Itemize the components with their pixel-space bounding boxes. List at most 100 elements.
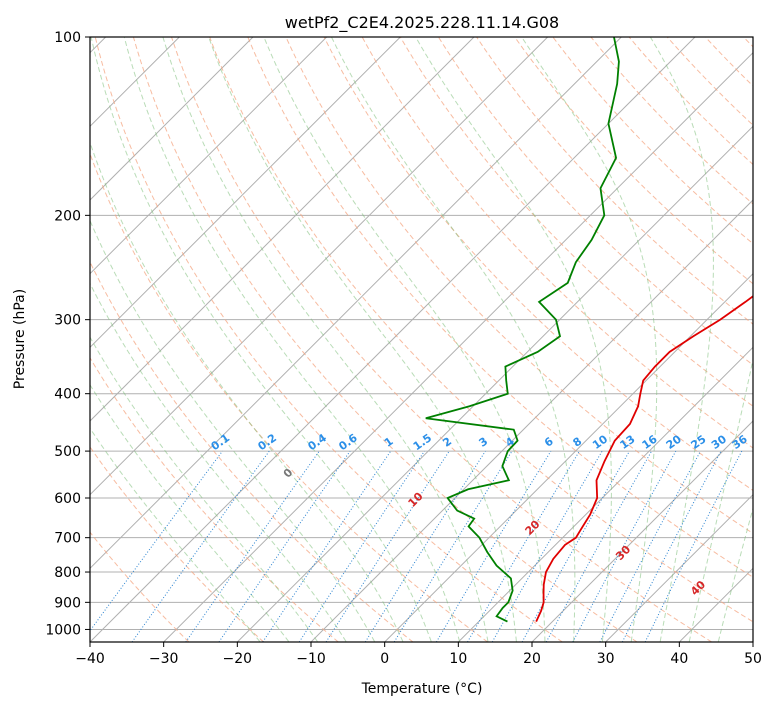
moist-adiabat-label: 30 — [613, 543, 633, 563]
mixing-ratio-line — [644, 450, 743, 642]
moist-adiabat-line — [263, 37, 546, 642]
mixing-ratio-label: 3 — [477, 435, 491, 450]
isotherm-line — [90, 37, 549, 496]
isotherm-line — [531, 420, 753, 642]
moist-adiabat-line — [90, 427, 261, 642]
mixing-ratio-label: 10 — [590, 432, 610, 452]
moist-adiabat-line — [331, 37, 576, 642]
mixing-ratio-label: 25 — [689, 433, 709, 452]
mixing-ratio-line — [545, 450, 653, 642]
moist-adiabat-line — [717, 506, 753, 642]
x-tick-label: −40 — [75, 651, 105, 667]
x-tick-label: 0 — [380, 651, 389, 667]
dry-adiabat-line — [438, 37, 753, 366]
mixing-ratio-label: 1 — [382, 435, 396, 450]
dry-adiabat-line — [94, 37, 563, 642]
isotherm-line — [163, 51, 753, 642]
y-tick-label: 600 — [54, 491, 81, 507]
dry-adiabat-line — [743, 37, 753, 48]
mixing-ratio-line — [325, 450, 450, 642]
dry-adiabat-line — [323, 37, 753, 491]
dry-adiabat-line — [552, 37, 753, 245]
mixing-ratio-line — [435, 450, 552, 642]
y-tick-label: 300 — [54, 313, 81, 329]
y-tick-label: 500 — [54, 444, 81, 460]
x-tick-label: −20 — [223, 651, 253, 667]
y-tick-label: 800 — [54, 565, 81, 581]
dry-adiabat-line — [90, 446, 264, 642]
isotherm-line — [90, 37, 254, 201]
y-tick-label: 900 — [54, 595, 81, 611]
dry-adiabat-line — [90, 356, 339, 642]
moist-adiabat-line — [162, 37, 489, 642]
mixing-ratio-line — [262, 450, 392, 642]
moist-adiabat-label: 0 — [281, 466, 296, 481]
moist-adiabat-label: 10 — [406, 490, 426, 510]
moist-adiabat-line — [90, 336, 318, 642]
isotherm-line — [310, 199, 753, 642]
isotherm-line — [90, 37, 696, 642]
mixing-ratio-line — [621, 450, 722, 642]
isotherm-line — [90, 37, 328, 275]
dry-adiabat-line — [285, 37, 753, 535]
x-axis-label: Temperature (°C) — [361, 681, 483, 697]
mixing-ratio-line — [218, 450, 351, 642]
mixing-ratio-label: 1.5 — [411, 431, 434, 453]
mixing-ratio-label: 0.1 — [209, 431, 232, 453]
x-tick-label: 30 — [597, 651, 615, 667]
reference-line-labels: 0.1 0.2 0.4 0.6 1 1.5 2 3 4 6 8 10 13 16 20 25 30 3601020… — [209, 431, 750, 598]
dry-adiabat-line — [90, 152, 488, 642]
dry-adiabat-line — [399, 37, 753, 407]
dry-adiabat-line — [209, 37, 753, 623]
moist-adiabat-line — [688, 357, 753, 642]
mixing-ratio-label: 16 — [640, 432, 660, 452]
isotherm-line — [605, 493, 753, 642]
mixing-ratio-label: 30 — [709, 432, 729, 452]
moist-adiabat-label: 40 — [688, 578, 708, 598]
mixing-ratio-line — [521, 450, 630, 642]
isotherm-line — [752, 641, 753, 642]
mixing-ratio-label: 8 — [571, 435, 585, 450]
y-tick-label: 700 — [54, 531, 81, 547]
moist-adiabat-line — [415, 37, 612, 642]
y-axis-label: Pressure (hPa) — [12, 289, 28, 389]
isotherm-line — [384, 272, 753, 642]
dry-adiabat-line — [666, 37, 753, 126]
dry-adiabat-line — [361, 37, 753, 449]
x-tick-label: −10 — [296, 651, 326, 667]
moist-adiabat-line — [90, 282, 347, 642]
isotherm-line — [457, 346, 753, 642]
dry-adiabat-line — [171, 37, 713, 642]
background-reference-lines — [90, 37, 753, 642]
y-tick-label: 400 — [54, 387, 81, 403]
mixing-ratio-line — [467, 450, 580, 642]
dry-adiabat-line — [514, 37, 753, 285]
x-tick-label: −30 — [149, 651, 179, 667]
profile-lines — [425, 37, 753, 623]
moist-adiabat-line — [208, 37, 517, 642]
x-tick-label: 20 — [523, 651, 541, 667]
moist-adiabat-line — [90, 141, 404, 642]
moist-adiabat-line — [90, 219, 375, 642]
x-tick-label: 50 — [744, 651, 762, 667]
moist-adiabat-line — [90, 383, 290, 642]
mixing-ratio-label: 0.4 — [306, 431, 330, 453]
dewpoint-profile-line — [425, 37, 620, 623]
isotherm-line — [90, 37, 401, 349]
isotherm-line — [90, 37, 475, 422]
moist-adiabat-line — [123, 37, 461, 642]
isotherm-line — [236, 125, 753, 642]
temperature-profile-line — [535, 295, 753, 622]
moist-adiabat-line — [521, 37, 658, 642]
mixing-ratio-line — [298, 450, 425, 642]
dry-adiabat-line — [90, 531, 190, 642]
axis-ticks: −40 −30 −20 −10 0 10 20 30 40 5010020030040050060… — [45, 30, 762, 667]
dry-adiabat-line — [247, 37, 753, 578]
x-tick-label: 40 — [670, 651, 688, 667]
y-tick-label: 100 — [54, 30, 81, 46]
y-tick-label: 200 — [54, 208, 81, 224]
dry-adiabat-line — [90, 260, 414, 642]
mixing-ratio-label: 36 — [730, 432, 750, 452]
mixing-ratio-line — [393, 450, 513, 642]
